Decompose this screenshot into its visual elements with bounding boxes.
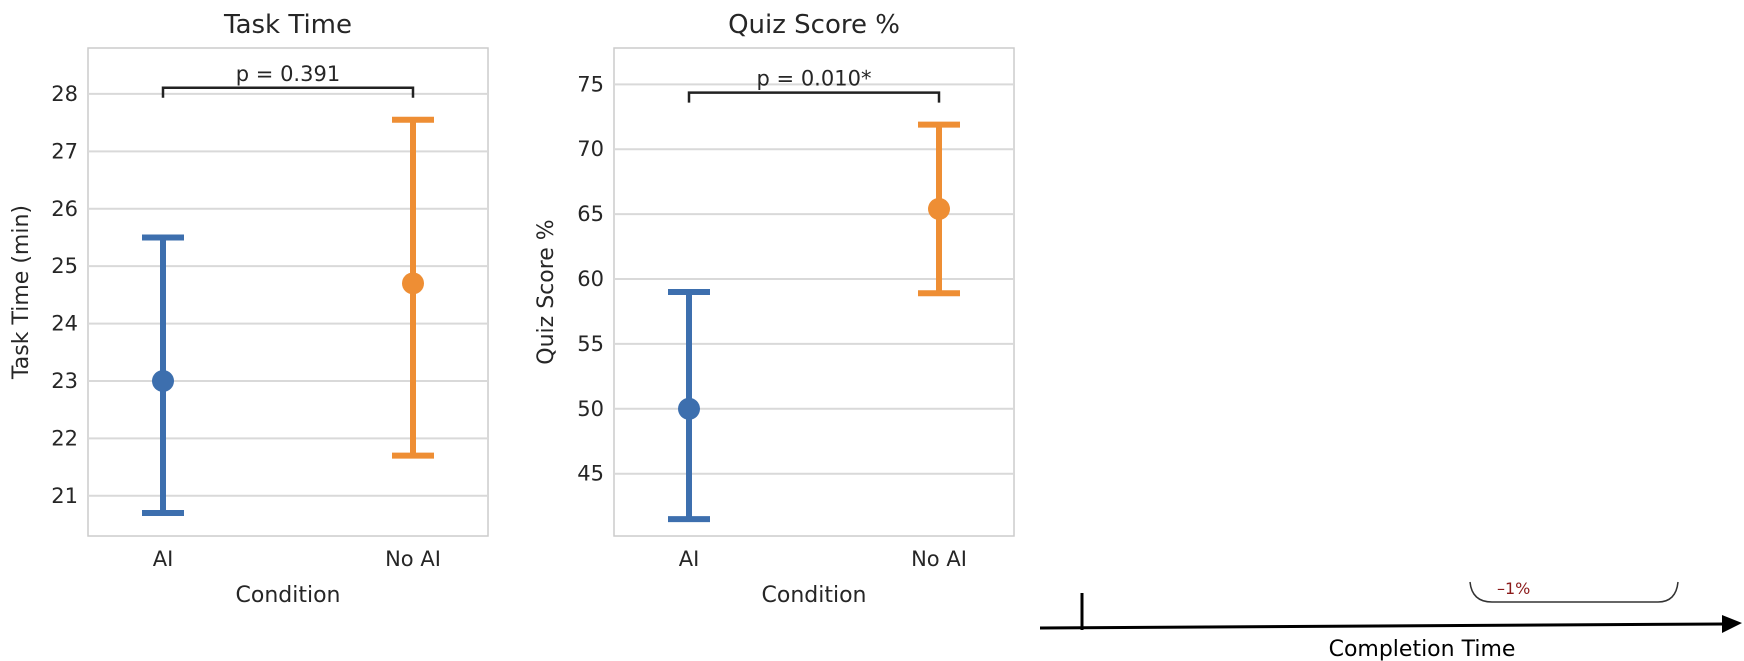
task-time-x-ticks: AI No AI bbox=[153, 547, 441, 571]
task-time-panel: 21 22 23 24 25 26 27 28 AI No AI p = 0.391 Task … bbox=[9, 10, 489, 608]
task-time-y-tick-label: 26 bbox=[51, 197, 78, 221]
quiz-score-error-bars bbox=[668, 121, 960, 523]
timeline-arrowhead bbox=[1722, 615, 1742, 633]
quiz-score-mean-point bbox=[928, 197, 950, 220]
quiz-score-mean-point bbox=[678, 397, 700, 420]
task-time-gridlines bbox=[88, 92, 488, 497]
task-time-title: Task Time bbox=[223, 10, 352, 40]
quiz-score-y-axis-label: Quiz Score % bbox=[534, 219, 559, 364]
task-time-y-ticks: 21 22 23 24 25 26 27 28 bbox=[51, 82, 78, 508]
task-time-mean-point bbox=[402, 272, 424, 295]
quiz-score-y-ticks: 45 50 55 60 65 70 75 bbox=[577, 72, 604, 485]
quiz-score-y-tick-label: 55 bbox=[577, 332, 604, 356]
task-time-y-axis-label: Task Time (min) bbox=[9, 205, 34, 380]
quiz-score-y-tick-label: 50 bbox=[577, 397, 604, 421]
task-time-y-tick-label: 27 bbox=[51, 139, 78, 163]
partial-percent-label: –1% bbox=[1497, 579, 1530, 598]
task-time-y-tick-label: 21 bbox=[51, 484, 78, 508]
task-time-p-value: p = 0.391 bbox=[236, 62, 340, 86]
task-time-x-axis-label: Condition bbox=[236, 583, 341, 608]
quiz-score-y-tick-label: 45 bbox=[577, 462, 604, 486]
task-time-y-tick-label: 23 bbox=[51, 369, 78, 393]
quiz-score-y-tick-label: 60 bbox=[577, 267, 604, 291]
quiz-score-y-tick-label: 70 bbox=[577, 137, 604, 161]
quiz-score-gridlines bbox=[614, 83, 1014, 475]
quiz-score-x-tick-label: No AI bbox=[911, 547, 967, 571]
quiz-score-x-axis-label: Condition bbox=[762, 583, 867, 608]
timeline-axis-label: Completion Time bbox=[1329, 637, 1516, 661]
task-time-y-tick-label: 25 bbox=[51, 254, 78, 278]
quiz-score-y-tick-label: 65 bbox=[577, 202, 604, 226]
quiz-score-p-value: p = 0.010* bbox=[757, 67, 872, 91]
task-time-y-tick-label: 22 bbox=[51, 426, 78, 450]
timeline-axis-line bbox=[1039, 622, 1726, 630]
task-time-mean-point bbox=[152, 369, 174, 392]
task-time-error-bars bbox=[142, 116, 434, 517]
partial-bracket-box bbox=[1469, 581, 1679, 603]
quiz-score-y-tick-label: 75 bbox=[577, 72, 604, 96]
task-time-y-tick-label: 28 bbox=[51, 82, 78, 106]
task-time-x-tick-label: No AI bbox=[385, 547, 441, 571]
task-time-y-tick-label: 24 bbox=[51, 312, 78, 336]
task-time-significance-bracket bbox=[161, 86, 415, 98]
task-time-x-tick-label: AI bbox=[153, 547, 174, 571]
quiz-score-panel: 45 50 55 60 65 70 75 AI No AI p = 0.010* Quiz S… bbox=[534, 10, 1015, 608]
quiz-score-x-tick-label: AI bbox=[679, 547, 700, 571]
quiz-score-significance-bracket bbox=[687, 91, 941, 103]
quiz-score-x-ticks: AI No AI bbox=[679, 547, 967, 571]
completion-time-timeline: –1% Completion Time bbox=[1039, 579, 1742, 661]
quiz-score-title: Quiz Score % bbox=[728, 10, 900, 40]
